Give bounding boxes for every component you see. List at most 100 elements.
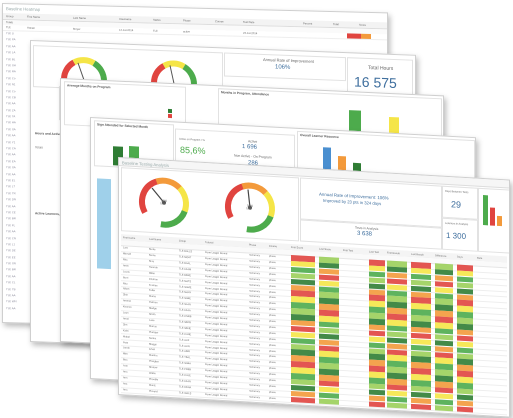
table-cell: TLE TBAL [179, 355, 191, 360]
column-header[interactable]: Last Score [319, 247, 331, 251]
group-column: TLE Li TLE PA TLE AA TLE LA TLE BL TLE SH TLE … [3, 31, 29, 313]
attendance-chart-title: Months in Program, Attendance [221, 90, 270, 97]
table-cell: Perm Leggin Round [205, 386, 228, 392]
gauge-label: Total [160, 202, 166, 206]
table-cell: Ana [123, 388, 128, 392]
heat-cell [411, 403, 431, 411]
active-learners-title: Active Learners, B [35, 211, 63, 217]
table-cell: TLE MOAT [179, 255, 192, 260]
days-panel: Days Between Tests 29 [442, 185, 478, 220]
table-cell: numeracy [249, 330, 260, 335]
table-cell: Perm Leggin Round [205, 369, 228, 374]
table-cell: phase [269, 278, 276, 282]
table-cell: numeracy [249, 383, 260, 388]
column-header[interactable]: Last Test [369, 249, 379, 254]
table-cell: TLE SEPR [179, 320, 192, 325]
column-header[interactable]: Difference [435, 253, 447, 258]
pct-label: Active on Program / % [179, 137, 205, 143]
table-cell: TLE SENE [179, 326, 192, 331]
bar [323, 147, 331, 170]
table-cell: Bloggs [149, 342, 157, 346]
table-cell: phase [269, 284, 276, 288]
column-header[interactable]: Percent [303, 21, 313, 26]
table-cell: TLE WALS [179, 391, 192, 396]
table-cell: numeracy [249, 371, 260, 376]
column-header[interactable]: Phase [249, 243, 257, 247]
table-cell: numeracy [249, 365, 260, 370]
column-header[interactable]: Last Name [149, 237, 162, 241]
table-cell: Lane [149, 318, 155, 323]
table-cell: Perm Leggin Round [205, 381, 228, 386]
months-chart-title: Average Months on Program [67, 83, 111, 90]
table-cell: Miller [149, 271, 155, 275]
table-cell: phase [269, 302, 276, 306]
column-header[interactable]: Phase [183, 18, 191, 23]
column-header[interactable]: Total [333, 22, 339, 26]
table-cell: phase [269, 384, 276, 389]
table-cell: numeracy [249, 300, 260, 305]
table-cell: numeracy [249, 359, 260, 364]
hours-title: Total Hours [368, 64, 394, 72]
table-cell: Perm Leggin Round [205, 322, 228, 327]
table-cell: Shin [123, 293, 129, 297]
table-cell: TLE DENA [179, 385, 192, 390]
column-header[interactable]: First Result [387, 251, 400, 255]
column-header[interactable]: Tutorial [205, 240, 214, 244]
table-cell: numeracy [249, 348, 260, 352]
table-cell: phase [269, 366, 276, 371]
column-header[interactable]: Score [359, 23, 367, 27]
days-value: 29 [451, 199, 462, 210]
table-cell: phase [269, 290, 276, 294]
column-header[interactable]: Status [153, 18, 161, 22]
table-cell: TLE SLAN [179, 302, 191, 307]
table-cell: numeracy [249, 354, 260, 358]
table-cell: Perm Leggin Round [205, 286, 228, 291]
gauges-svg [139, 177, 275, 233]
table-cell: Pelman [149, 301, 158, 305]
bar [338, 155, 346, 171]
table-cell: phase [269, 337, 276, 341]
signs-title: Sign Attended for Selected Month [97, 122, 149, 130]
totals-label: Totals [35, 145, 43, 150]
table-cell: phase [269, 266, 276, 271]
group-cell[interactable]: TLE AA [6, 305, 16, 311]
table-cell: TLE BERE [179, 273, 192, 277]
table-cell: Mabel [123, 334, 130, 339]
table-cell: TLE LEAM [179, 267, 192, 272]
table-cell: Murray [149, 324, 157, 329]
column-header[interactable]: Last Result [411, 252, 424, 257]
column-header[interactable]: Group [6, 14, 14, 18]
active-label: Active [248, 139, 258, 144]
days-title: Days Between Tests [445, 189, 469, 195]
table-cell: TLE BALLS [179, 249, 193, 254]
column-header[interactable]: First Score [291, 245, 304, 250]
table-cell: Kalei [123, 329, 129, 333]
column-header[interactable]: Days [457, 255, 463, 259]
column-header[interactable]: Group [179, 239, 186, 243]
column-header[interactable]: Last Name [73, 16, 86, 20]
column-header[interactable]: First Test [343, 248, 354, 253]
table-cell: numeracy [249, 324, 260, 329]
column-header[interactable]: Course [215, 19, 224, 23]
table-cell: TLE [6, 26, 11, 30]
learners-value: 1 300 [446, 230, 467, 242]
column-header[interactable]: Rate [477, 256, 483, 260]
table-cell: Lars [123, 246, 128, 250]
column-header[interactable]: First Name [27, 15, 41, 19]
table-cell: TLE PREB [179, 367, 192, 372]
column-header[interactable]: First Name [123, 235, 136, 240]
table-cell: Mama [149, 295, 156, 299]
table-cell: Pluverd [149, 389, 158, 394]
sheet-title: Baseline Testing Analysis [122, 159, 169, 168]
column-header[interactable]: Username [119, 17, 132, 21]
table-cell: Perm Leggin Round [205, 298, 228, 303]
baseline-testing-sheet: Baseline Testing Analysis 38% Total [118, 157, 510, 418]
column-header[interactable]: Test Date [243, 20, 255, 24]
legend-swatch [168, 113, 172, 119]
table-cell: phase [269, 343, 276, 347]
table-cell: Perm Leggin Round [205, 274, 228, 280]
column-header[interactable]: Course [269, 244, 278, 248]
pct-value: 85,6% [180, 144, 206, 157]
table-cell: numeracy [249, 253, 260, 258]
table-cell: Perm Leggin Round [205, 333, 228, 339]
